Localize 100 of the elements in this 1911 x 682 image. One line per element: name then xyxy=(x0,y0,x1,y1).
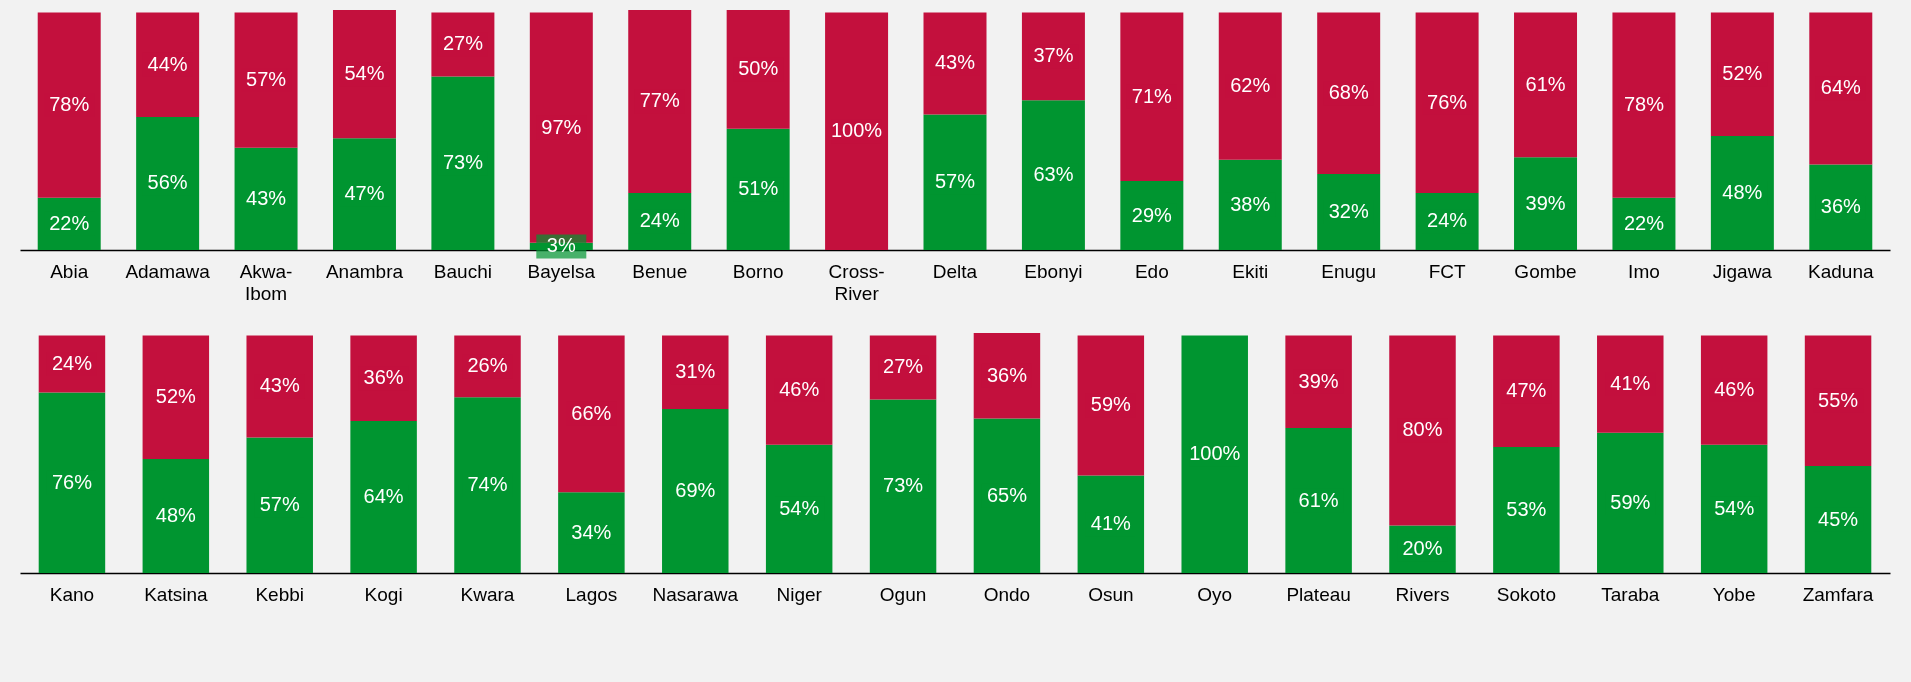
x-tick-label: Abia xyxy=(50,260,89,282)
data-label: 69% xyxy=(675,479,716,502)
x-tick-label: Ekiti xyxy=(1232,260,1269,282)
data-label: 65% xyxy=(986,483,1028,506)
data-label: 29% xyxy=(1131,203,1173,226)
x-tick-label: Borno xyxy=(732,260,784,282)
bar xyxy=(1415,12,1479,193)
data-label: 59% xyxy=(1610,490,1651,513)
bar xyxy=(136,116,200,250)
data-label: 24% xyxy=(639,209,680,232)
data-label: 45% xyxy=(1818,507,1859,530)
x-tick-label: Nasarawa xyxy=(652,583,739,605)
data-label: 36% xyxy=(986,363,1028,386)
data-label: 78% xyxy=(49,93,90,116)
x-tick-label: Zamfara xyxy=(1802,583,1874,605)
data-label: 34% xyxy=(571,520,612,543)
data-label: 54% xyxy=(779,496,820,519)
data-label: 47% xyxy=(1506,379,1547,402)
data-label: 41% xyxy=(1090,512,1132,535)
bar xyxy=(1218,12,1282,160)
data-label: 76% xyxy=(51,470,93,493)
data-label: 43% xyxy=(246,186,287,209)
bar xyxy=(662,409,729,573)
x-tick-label: Cross-River xyxy=(828,260,885,304)
data-label: 74% xyxy=(467,473,508,496)
data-label: 52% xyxy=(1722,62,1763,85)
data-label: 68% xyxy=(1328,81,1369,104)
x-tick-label: Akwa-Ibom xyxy=(239,260,293,304)
x-tick-label: Imo xyxy=(1628,260,1660,282)
bar xyxy=(1612,12,1676,198)
data-label: 31% xyxy=(675,360,716,383)
bar xyxy=(558,335,625,493)
x-tick-label: Kaduna xyxy=(1808,260,1874,282)
data-label: 36% xyxy=(363,366,404,389)
data-label: 3% xyxy=(546,234,576,257)
data-label: 26% xyxy=(467,354,508,377)
x-tick-label: Anambra xyxy=(325,260,404,282)
data-label: 37% xyxy=(1033,44,1074,67)
data-label: 38% xyxy=(1230,192,1271,215)
x-tick-label: Ebonyi xyxy=(1024,260,1083,282)
data-label: 76% xyxy=(1427,90,1468,113)
bar xyxy=(1809,12,1873,165)
x-tick-label: Yobe xyxy=(1712,583,1756,605)
x-tick-label: Sokoto xyxy=(1496,583,1556,605)
bar xyxy=(37,12,101,198)
bar xyxy=(973,418,1041,573)
data-label: 64% xyxy=(363,484,404,507)
bar xyxy=(1120,12,1184,182)
bar xyxy=(246,437,313,573)
x-tick-label: Rivers xyxy=(1395,583,1450,605)
x-tick-label: Bauchi xyxy=(433,260,492,282)
x-tick-label: Benue xyxy=(632,260,688,282)
x-tick-label: Adamawa xyxy=(125,260,211,282)
bar xyxy=(1514,12,1578,158)
data-label: 41% xyxy=(1610,372,1651,395)
data-label: 48% xyxy=(1722,180,1763,203)
bar xyxy=(1317,12,1381,174)
data-label: 36% xyxy=(1820,195,1862,218)
data-label: 57% xyxy=(259,493,300,516)
bar xyxy=(1493,447,1560,573)
data-label: 62% xyxy=(1230,74,1271,97)
data-label: 43% xyxy=(259,374,300,397)
data-label: 27% xyxy=(883,355,924,378)
x-tick-label: Ondo xyxy=(983,583,1031,605)
bar xyxy=(234,12,298,148)
x-tick-label: Jigawa xyxy=(1712,260,1773,282)
data-label: 52% xyxy=(155,385,197,408)
data-label: 54% xyxy=(1714,496,1755,519)
bar xyxy=(628,10,692,193)
data-label: 48% xyxy=(155,503,197,526)
data-label: 71% xyxy=(1131,84,1173,107)
data-label: 46% xyxy=(779,378,820,401)
data-label: 73% xyxy=(442,151,484,174)
data-label: 24% xyxy=(1427,209,1468,232)
data-label: 39% xyxy=(1298,369,1339,392)
x-tick-label: Osun xyxy=(1088,583,1134,605)
x-tick-label: Edo xyxy=(1134,260,1169,282)
bar xyxy=(1181,335,1248,573)
x-tick-label: Bayelsa xyxy=(527,260,596,282)
bar xyxy=(1077,335,1145,476)
data-label: 100% xyxy=(831,119,883,142)
data-label: 59% xyxy=(1090,393,1132,416)
x-tick-label: Plateau xyxy=(1286,583,1351,605)
data-label: 39% xyxy=(1525,191,1566,214)
x-tick-label: Katsina xyxy=(144,583,208,605)
data-label: 24% xyxy=(51,351,93,374)
data-label: 57% xyxy=(934,170,976,193)
data-label: 80% xyxy=(1402,418,1443,441)
x-tick-label: Kwara xyxy=(460,583,515,605)
x-tick-label: Taraba xyxy=(1601,583,1660,605)
bar xyxy=(454,397,521,573)
bar xyxy=(1597,432,1664,573)
data-label: 20% xyxy=(1402,537,1443,560)
x-tick-label: Niger xyxy=(776,583,823,605)
data-label: 77% xyxy=(639,89,680,112)
x-tick-label: FCT xyxy=(1428,260,1466,282)
data-label: 47% xyxy=(344,182,385,205)
data-label: 63% xyxy=(1033,163,1074,186)
data-label: 55% xyxy=(1818,388,1859,411)
data-label: 44% xyxy=(147,52,188,75)
